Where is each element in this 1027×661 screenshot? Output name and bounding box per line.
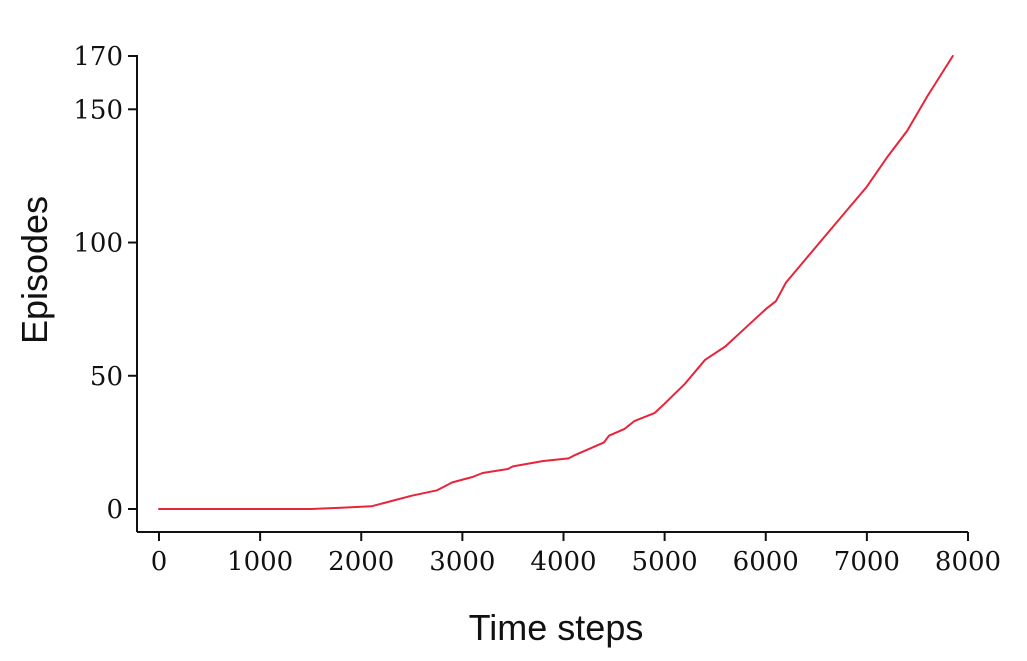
x-tick-label: 4000: [530, 547, 596, 577]
x-tick-label: 1000: [227, 547, 293, 577]
series-line-0: [158, 55, 954, 510]
x-tick-label: 8000: [935, 547, 1001, 577]
y-tick-label: 0: [106, 495, 123, 525]
y-tick-label: 150: [73, 95, 123, 125]
y-tick-label: 170: [73, 42, 123, 72]
x-ticks: 0 1000 2000 3000 4000 5000 6000 7000 8000: [151, 532, 1001, 577]
x-tick-label: 6000: [733, 547, 799, 577]
axes: [136, 55, 968, 533]
x-axis-title: Time steps: [469, 607, 644, 648]
y-tick-label: 50: [90, 362, 123, 392]
y-axis-title: Episodes: [14, 196, 55, 344]
y-tick-label: 100: [73, 229, 123, 259]
series-layer: [158, 55, 954, 510]
x-tick-label: 0: [151, 547, 168, 577]
x-tick-label: 3000: [429, 547, 495, 577]
x-tick-label: 2000: [328, 547, 394, 577]
x-tick-label: 7000: [834, 547, 900, 577]
y-ticks: 0 50 100 150 170: [73, 42, 137, 525]
x-tick-label: 5000: [632, 547, 698, 577]
